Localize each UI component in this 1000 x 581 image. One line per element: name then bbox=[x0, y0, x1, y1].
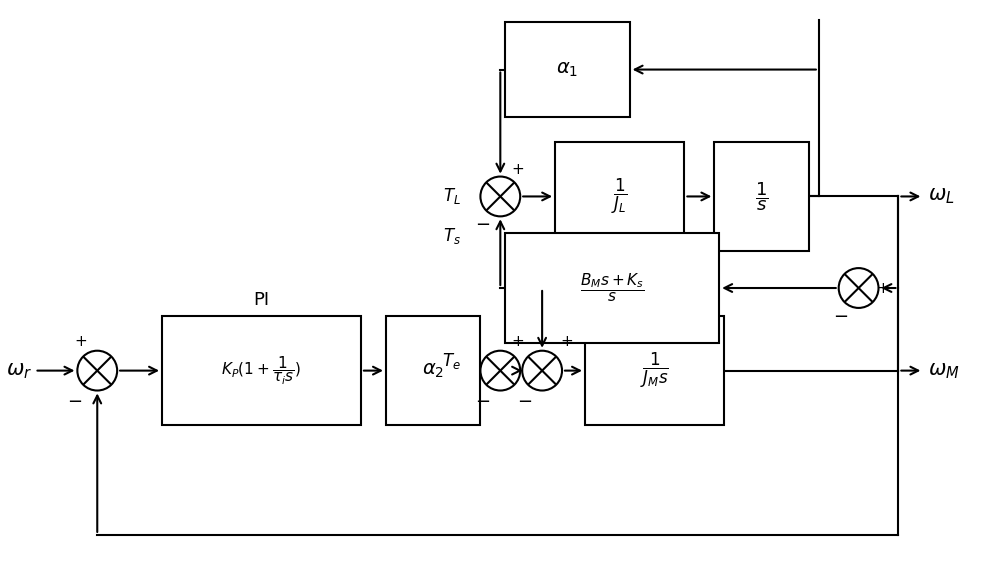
Circle shape bbox=[77, 351, 117, 390]
Text: $\omega_M$: $\omega_M$ bbox=[928, 361, 960, 381]
Text: PI: PI bbox=[253, 291, 270, 309]
Text: −: − bbox=[833, 308, 848, 326]
FancyBboxPatch shape bbox=[555, 142, 684, 251]
Text: $\dfrac{1}{J_L}$: $\dfrac{1}{J_L}$ bbox=[611, 177, 628, 216]
Text: $\omega_r$: $\omega_r$ bbox=[6, 361, 33, 381]
Text: $T_s$: $T_s$ bbox=[443, 226, 461, 246]
Circle shape bbox=[480, 351, 520, 390]
Text: $\dfrac{1}{J_M s}$: $\dfrac{1}{J_M s}$ bbox=[640, 351, 669, 390]
Text: +: + bbox=[512, 162, 525, 177]
Text: $T_L$: $T_L$ bbox=[443, 187, 461, 206]
Text: $\alpha_2$: $\alpha_2$ bbox=[422, 361, 444, 380]
Text: $\dfrac{1}{s}$: $\dfrac{1}{s}$ bbox=[755, 180, 768, 213]
Text: +: + bbox=[74, 333, 87, 349]
Text: −: − bbox=[475, 216, 490, 234]
Text: −: − bbox=[475, 393, 490, 411]
Text: $\omega_L$: $\omega_L$ bbox=[928, 187, 955, 206]
FancyBboxPatch shape bbox=[714, 142, 809, 251]
Text: −: − bbox=[517, 393, 532, 411]
FancyBboxPatch shape bbox=[505, 234, 719, 343]
Text: $K_P(1+\dfrac{1}{\tau_i s})$: $K_P(1+\dfrac{1}{\tau_i s})$ bbox=[221, 354, 302, 387]
FancyBboxPatch shape bbox=[386, 316, 480, 425]
Circle shape bbox=[522, 351, 562, 390]
Text: $\alpha_1$: $\alpha_1$ bbox=[556, 60, 579, 79]
Text: +: + bbox=[877, 281, 889, 296]
Text: −: − bbox=[67, 393, 82, 411]
Circle shape bbox=[839, 268, 879, 308]
FancyBboxPatch shape bbox=[505, 22, 630, 117]
Text: $\dfrac{B_M s+K_s}{s}$: $\dfrac{B_M s+K_s}{s}$ bbox=[580, 272, 645, 304]
Text: $T_e$: $T_e$ bbox=[442, 351, 461, 371]
Text: +: + bbox=[560, 333, 573, 349]
FancyBboxPatch shape bbox=[585, 316, 724, 425]
Text: +: + bbox=[512, 333, 525, 349]
FancyBboxPatch shape bbox=[162, 316, 361, 425]
Circle shape bbox=[480, 177, 520, 216]
